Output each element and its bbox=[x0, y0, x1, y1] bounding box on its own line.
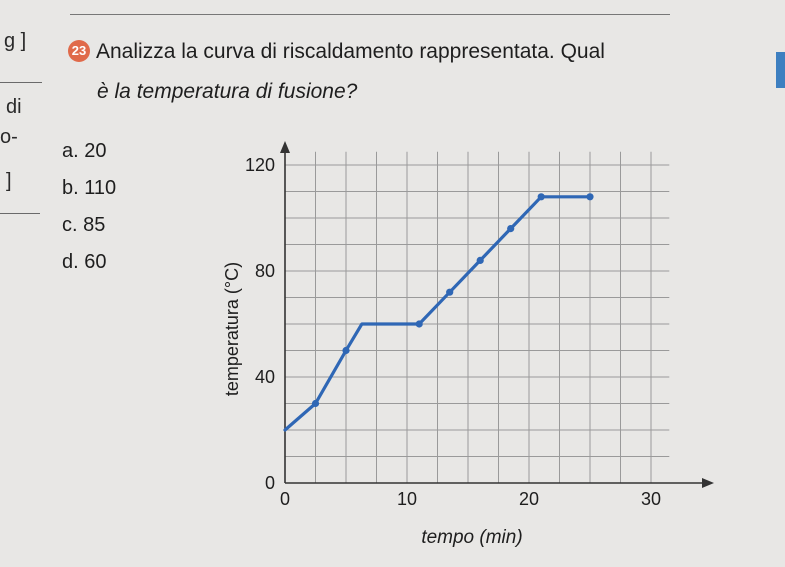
top-rule bbox=[70, 14, 670, 15]
data-point bbox=[342, 346, 350, 355]
option-b[interactable]: b. 110 bbox=[62, 177, 116, 200]
x-tick-label: 30 bbox=[641, 489, 661, 509]
data-point bbox=[507, 225, 515, 233]
y-axis-arrow bbox=[280, 141, 290, 153]
series-heating-curve bbox=[283, 193, 594, 432]
x-axis-label: tempo (min) bbox=[421, 527, 522, 548]
question-text: Analizza la curva di riscaldamento rappr… bbox=[96, 40, 605, 63]
data-point bbox=[415, 320, 423, 328]
question-text: è la temperatura di fusione? bbox=[97, 80, 358, 103]
data-point bbox=[446, 288, 454, 296]
question-number: 23 bbox=[68, 40, 90, 62]
data-point bbox=[311, 399, 320, 408]
chart-tick-labels: 0 10 20 30 0 40 80 120 bbox=[245, 155, 661, 509]
option-letter: c. bbox=[62, 214, 78, 236]
option-value: 20 bbox=[84, 140, 107, 162]
option-a[interactable]: a. 20 bbox=[62, 140, 107, 163]
series-line bbox=[283, 195, 592, 432]
margin-rule bbox=[0, 213, 40, 214]
option-letter: a. bbox=[62, 140, 79, 162]
option-c[interactable]: c. 85 bbox=[62, 214, 105, 237]
data-point bbox=[476, 256, 484, 264]
option-letter: b. bbox=[62, 177, 79, 199]
y-tick-label: 80 bbox=[255, 261, 275, 281]
margin-text: g ] bbox=[4, 30, 27, 52]
margin-text: ] bbox=[6, 170, 12, 192]
x-tick-label: 10 bbox=[397, 489, 417, 509]
option-value: 85 bbox=[83, 214, 106, 236]
y-tick-label: 40 bbox=[255, 367, 275, 387]
y-tick-label: 120 bbox=[245, 155, 275, 175]
margin-text: di bbox=[6, 96, 22, 118]
chart-grid bbox=[285, 151, 670, 483]
option-value: 60 bbox=[84, 251, 107, 273]
option-value: 110 bbox=[84, 177, 117, 199]
option-d[interactable]: d. 60 bbox=[62, 251, 107, 274]
y-axis-label: temperatura (°C) bbox=[222, 262, 242, 396]
page-edge-tab bbox=[776, 52, 785, 88]
x-tick-label: 20 bbox=[519, 489, 539, 509]
chart-axes bbox=[280, 141, 714, 488]
margin-rule bbox=[0, 82, 42, 83]
option-letter: d. bbox=[62, 251, 79, 273]
x-axis-arrow bbox=[702, 478, 714, 488]
margin-text: o- bbox=[0, 126, 18, 148]
data-point bbox=[586, 193, 594, 201]
y-tick-label: 0 bbox=[265, 473, 275, 493]
x-tick-label: 0 bbox=[280, 489, 290, 509]
data-point bbox=[537, 193, 545, 201]
